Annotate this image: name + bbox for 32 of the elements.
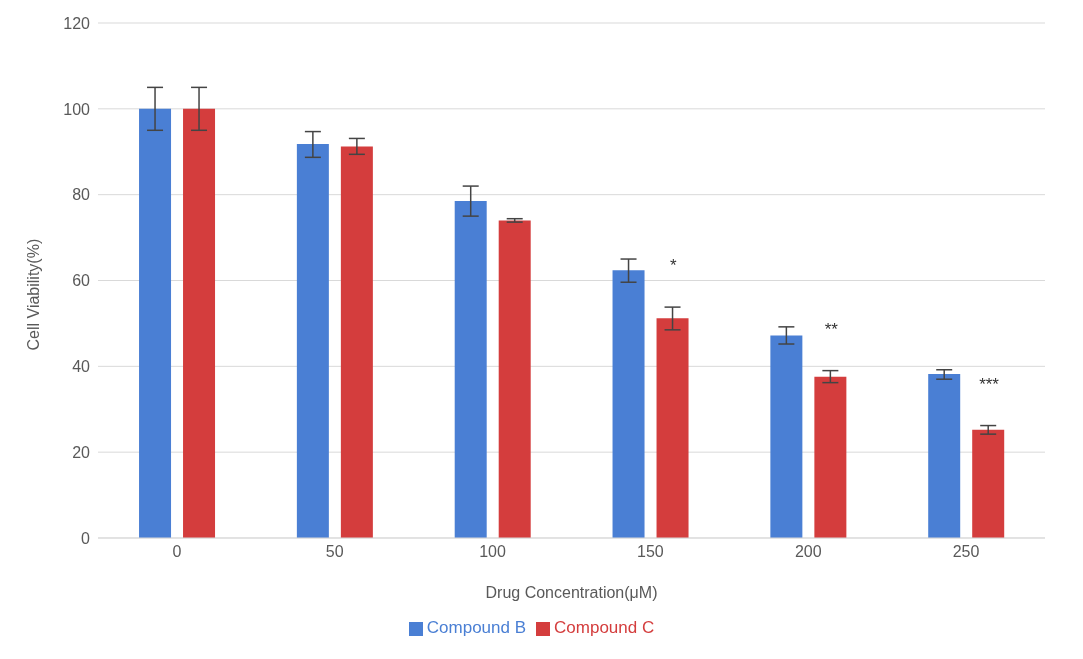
x-tick-label: 200 bbox=[794, 543, 822, 561]
x-tick-label: 100 bbox=[479, 543, 507, 561]
y-axis-title: Cell Viability(%) bbox=[24, 238, 42, 351]
annotation: * bbox=[670, 256, 678, 276]
annotation: *** bbox=[979, 374, 1000, 394]
legend-label: Compound C bbox=[554, 618, 655, 637]
bar bbox=[972, 429, 1005, 538]
x-tick-label: 250 bbox=[952, 543, 980, 561]
y-tick-label: 80 bbox=[72, 186, 91, 204]
y-tick-label: 0 bbox=[81, 529, 91, 547]
bar bbox=[814, 376, 847, 538]
y-tick-label: 120 bbox=[63, 14, 91, 32]
bar bbox=[454, 201, 487, 538]
annotation: ** bbox=[824, 319, 839, 339]
y-tick-label: 40 bbox=[72, 358, 91, 376]
y-tick-label: 60 bbox=[72, 272, 91, 290]
bar bbox=[296, 144, 329, 538]
x-tick-label: 50 bbox=[325, 543, 344, 561]
bar bbox=[139, 108, 172, 538]
bar bbox=[498, 220, 531, 538]
y-tick-label: 20 bbox=[72, 443, 91, 461]
bar bbox=[928, 374, 961, 538]
y-tick-label: 100 bbox=[63, 100, 91, 118]
bar bbox=[183, 108, 216, 538]
x-axis-title: Drug Concentration(μM) bbox=[485, 584, 658, 601]
bar bbox=[612, 270, 645, 538]
bar bbox=[770, 335, 803, 538]
legend-label: Compound B bbox=[426, 618, 527, 637]
x-tick-label: 0 bbox=[172, 543, 182, 561]
x-tick-label: 150 bbox=[637, 543, 664, 561]
bar bbox=[656, 318, 689, 538]
bar bbox=[340, 146, 373, 538]
